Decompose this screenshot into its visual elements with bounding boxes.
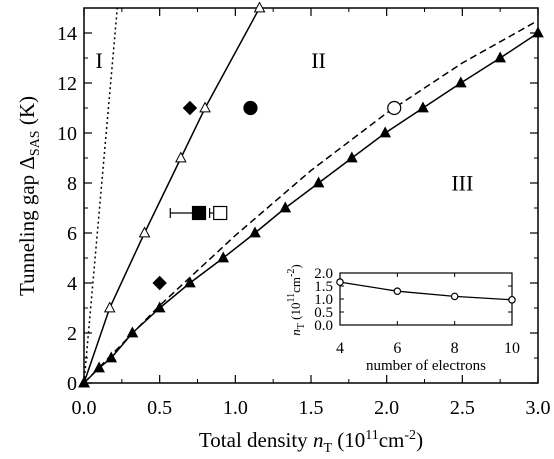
series-line-solid <box>84 32 538 383</box>
y-tick-label: 14 <box>57 23 77 45</box>
x-tick-label: 0.0 <box>72 397 97 419</box>
x-axis-label: Total density nT (1011cm-2) <box>199 428 423 456</box>
inset-y-axis-label: nT (1011cm-2) <box>286 264 307 335</box>
data-point-filled-triangle <box>217 251 230 263</box>
data-point-filled-triangle <box>126 326 139 338</box>
region-label: I <box>95 48 102 73</box>
y-tick-label: 8 <box>67 173 77 195</box>
x-tick-label: 3.0 <box>526 397 551 419</box>
inset-x-axis-label: number of electrons <box>366 358 486 374</box>
inset-y-tick-label: 1.5 <box>314 279 333 295</box>
y-tick-label: 4 <box>67 273 77 295</box>
data-point-filled-circle <box>243 100 258 116</box>
inset-x-tick-label: 4 <box>336 340 344 357</box>
inset-data-point <box>336 278 344 286</box>
x-tick-label: 2.5 <box>450 397 475 419</box>
data-point-filled-triangle <box>454 76 467 88</box>
data-point-filled-triangle <box>532 26 544 38</box>
y-axis-label: Tunneling gap ΔSAS (K) <box>15 96 43 296</box>
x-tick-label: 1.0 <box>223 397 248 419</box>
data-point-filled-diamond <box>182 100 198 116</box>
data-point-filled-diamond <box>152 275 167 291</box>
region-label: III <box>451 171 473 196</box>
data-point-filled-triangle <box>346 151 358 163</box>
data-point-open-triangle <box>253 1 266 13</box>
inset-data-point <box>508 295 516 304</box>
data-point-open-triangle <box>138 226 151 238</box>
inset-x-tick-label: 10 <box>504 340 520 357</box>
x-tick-label: 0.5 <box>147 397 172 419</box>
inset-y-tick-label: 0.5 <box>314 305 333 321</box>
y-tick-label: 2 <box>67 323 77 345</box>
data-point-filled-triangle <box>184 276 196 288</box>
inset-content: 4 6 8 10 0.00.51.01.52.0 <box>314 266 520 357</box>
data-point-open-square <box>213 205 228 221</box>
x-tick-label: 2.0 <box>374 397 399 419</box>
data-point-open-triangle <box>175 151 187 163</box>
inset-series-line <box>339 281 513 301</box>
data-point-filled-square <box>191 205 207 221</box>
region-label: II <box>311 48 326 73</box>
data-point-filled-triangle <box>417 101 429 113</box>
inset-y-tick-label: 0.0 <box>314 318 333 334</box>
main-markers <box>78 1 544 388</box>
y-tick-label: 6 <box>67 223 77 245</box>
inset-x-tick-label: 6 <box>393 340 401 357</box>
data-point-filled-triangle <box>153 301 166 313</box>
data-point-open-triangle <box>103 301 116 313</box>
y-tick-label: 10 <box>57 123 77 145</box>
data-point-filled-triangle <box>494 51 507 63</box>
inset-y-tick-label: 1.0 <box>314 292 333 308</box>
series-line-dashed <box>84 19 538 383</box>
inset-x-tick-label: 8 <box>451 340 459 357</box>
series-line-solid <box>84 8 261 383</box>
inset-data-point <box>393 287 402 296</box>
y-tick-label: 0 <box>67 373 77 395</box>
data-point-filled-triangle <box>249 226 261 238</box>
data-point-filled-triangle <box>379 126 391 138</box>
data-point-filled-triangle <box>312 176 325 188</box>
data-point-open-circle <box>387 100 402 116</box>
data-point-open-triangle <box>199 101 211 113</box>
inset-y-tick-label: 2.0 <box>314 266 333 282</box>
main-curves <box>84 8 538 383</box>
inset-data-point <box>450 292 459 301</box>
data-point-filled-triangle <box>279 201 292 213</box>
inset-plot-frame <box>339 272 513 326</box>
y-tick-label: 12 <box>57 73 77 95</box>
data-point-filled-triangle <box>93 361 105 373</box>
data-point-filled-triangle <box>105 351 118 363</box>
x-tick-label: 1.5 <box>299 397 324 419</box>
